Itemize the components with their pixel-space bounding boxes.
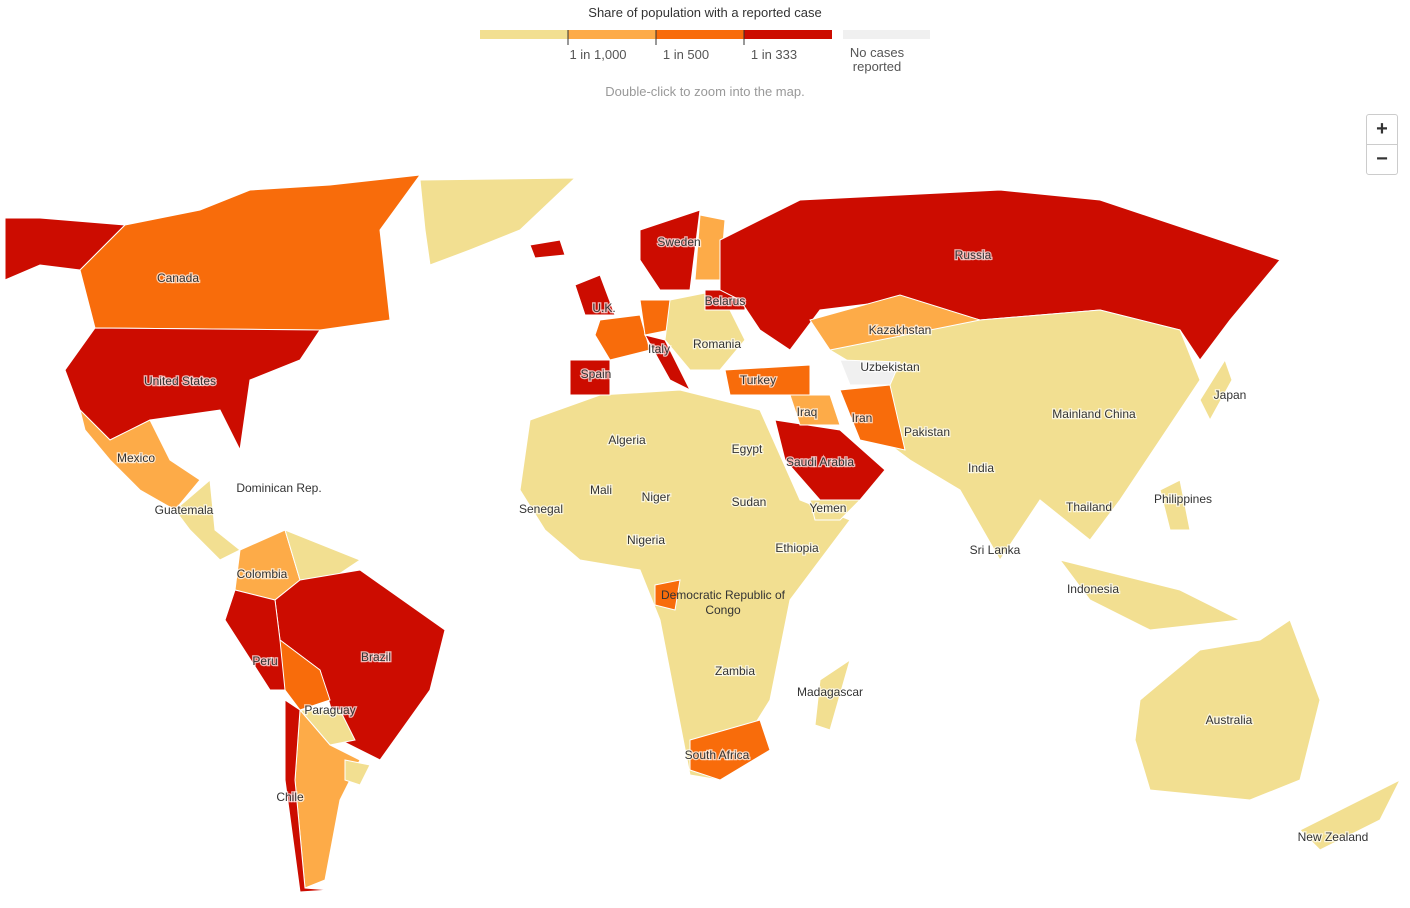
legend-label: No cases reported <box>849 46 905 74</box>
country-label: Nigeria <box>627 533 665 547</box>
country-label: Mexico <box>117 451 155 465</box>
zoom-in-button[interactable]: + <box>1376 118 1388 140</box>
country-label: Indonesia <box>1067 582 1119 596</box>
country-label: Iran <box>852 411 873 425</box>
country-label: Saudi Arabia <box>786 455 854 469</box>
legend-label: 1 in 500 <box>663 47 709 62</box>
country-label: Japan <box>1214 388 1247 402</box>
country-label: Algeria <box>608 433 646 447</box>
country-label: Colombia <box>237 567 288 581</box>
legend-swatch <box>843 30 930 39</box>
country-label: Thailand <box>1066 500 1112 514</box>
country-label: Sri Lanka <box>970 543 1021 557</box>
zoom-out-button[interactable]: − <box>1367 144 1397 174</box>
country-label: Kazakhstan <box>869 323 932 337</box>
country-label: Paraguay <box>304 703 355 717</box>
country-label: Russia <box>955 248 992 262</box>
country-label: Peru <box>252 654 277 668</box>
legend-title: Share of population with a reported case <box>588 5 821 20</box>
country-label: Romania <box>693 337 741 351</box>
country-label: Sweden <box>657 235 700 249</box>
country-label: Philippines <box>1154 492 1212 506</box>
legend-label: 1 in 333 <box>751 47 797 62</box>
legend: Share of population with a reported case… <box>480 5 930 99</box>
country-label-wrap: Democratic Republic of Congo <box>660 588 786 617</box>
map-note: Double-click to zoom into the map. <box>605 84 804 99</box>
country-label: Australia <box>1206 713 1253 727</box>
country-label: Egypt <box>732 442 763 456</box>
country-label: Guatemala <box>155 503 214 517</box>
country-label: India <box>968 461 994 475</box>
country-label: U.K. <box>592 301 615 315</box>
country-label: Democratic Republic of Congo <box>660 588 786 617</box>
country-label: Turkey <box>740 373 776 387</box>
country-label: New Zealand <box>1298 830 1369 844</box>
country-label: Mainland China <box>1052 407 1136 421</box>
country-label: United States <box>144 374 216 388</box>
legend-swatch <box>568 30 656 39</box>
country-label: Uzbekistan <box>860 360 919 374</box>
legend-label: 1 in 1,000 <box>569 47 626 62</box>
legend-swatch <box>744 30 832 39</box>
country-label: Iraq <box>797 405 818 419</box>
country-label: Italy <box>648 342 670 356</box>
country-label: South Africa <box>685 748 750 762</box>
country-labels: Canada United States Mexico Dominican Rep. G… <box>116 234 1370 846</box>
legend-swatch <box>480 30 568 39</box>
country-label: Niger <box>642 490 671 504</box>
legend-swatch <box>656 30 744 39</box>
country-label: Yemen <box>810 501 847 515</box>
country-label: Sudan <box>732 495 767 509</box>
country-label: Senegal <box>519 502 563 516</box>
legend-label-wrap: No cases reported <box>849 46 905 74</box>
country-label: Mali <box>590 483 612 497</box>
country-label: Madagascar <box>797 685 863 699</box>
country-label: Ethiopia <box>775 541 819 555</box>
country-label: Zambia <box>715 664 755 678</box>
country-label: Brazil <box>361 650 391 664</box>
country-label: Pakistan <box>904 425 950 439</box>
zoom-control: + − <box>1366 114 1398 175</box>
country-label: Chile <box>276 790 304 804</box>
country-label: Dominican Rep. <box>236 481 321 495</box>
country-label: Spain <box>581 367 612 381</box>
country-label: Canada <box>157 271 199 285</box>
land <box>4 174 1402 893</box>
country-label: Belarus <box>705 294 746 308</box>
